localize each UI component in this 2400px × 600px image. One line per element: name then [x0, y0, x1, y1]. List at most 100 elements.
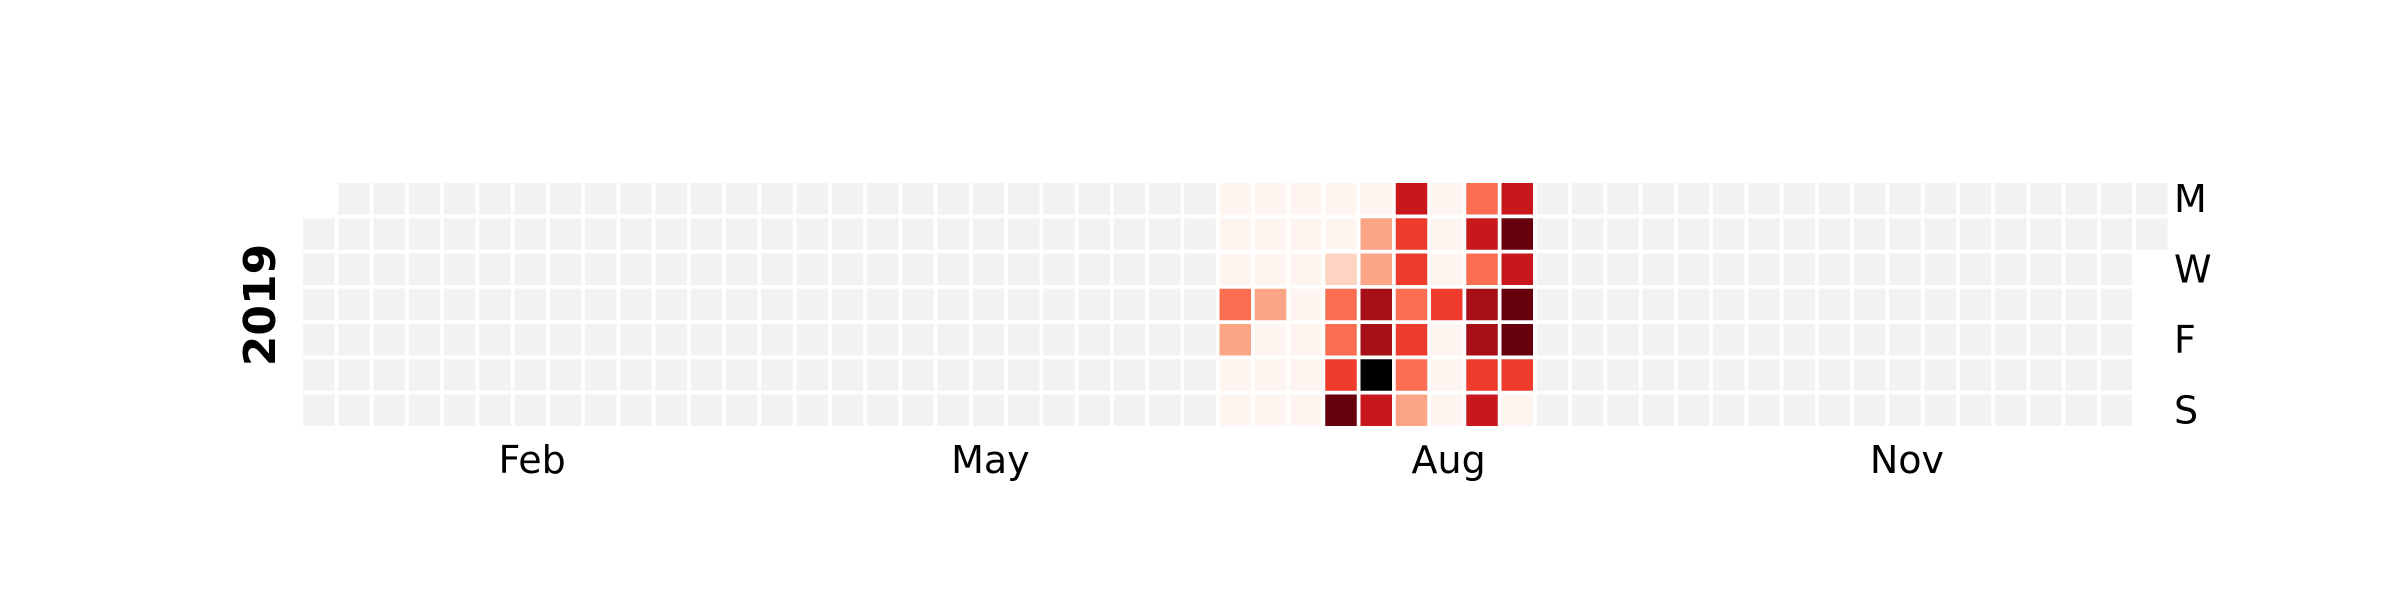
day-cell-2019-12-14: [2030, 359, 2062, 391]
day-cell-2019-07-27: [1325, 359, 1357, 391]
day-cell-2019-10-26: [1783, 359, 1815, 391]
day-cell-2019-12-22: [2065, 394, 2097, 426]
day-cell-2019-03-22: [690, 324, 723, 356]
day-cell-2019-03-28: [726, 288, 758, 321]
day-cell-2019-03-15: [655, 324, 687, 356]
day-cell-2019-12-21: [2065, 359, 2097, 391]
day-cell-2019-04-05: [761, 324, 793, 356]
day-cell-2019-12-02: [1995, 183, 2027, 215]
day-cell-2019-06-14: [1113, 324, 1146, 356]
day-cell-2019-10-13: [1713, 394, 1745, 426]
day-cell-2019-05-07: [937, 218, 969, 250]
day-cell-2019-01-02: [303, 253, 335, 285]
day-cell-2019-07-23: [1325, 218, 1357, 250]
day-cell-2019-02-19: [549, 218, 582, 250]
day-cell-2019-01-22: [408, 218, 441, 250]
day-cell-2019-04-30: [902, 218, 934, 250]
day-cell-2019-08-26: [1501, 183, 1533, 215]
day-cell-2019-11-24: [1924, 394, 1956, 426]
day-cell-2019-12-29: [2100, 394, 2133, 426]
day-cell-2019-09-28: [1642, 359, 1674, 391]
day-cell-2019-07-22: [1325, 183, 1357, 215]
day-cell-2019-12-06: [1995, 324, 2027, 356]
day-cell-2019-06-04: [1078, 218, 1110, 250]
day-cell-2019-04-07: [761, 394, 793, 426]
day-cell-2019-04-04: [761, 288, 793, 321]
day-cell-2019-01-05: [303, 359, 335, 391]
day-cell-2019-09-17: [1607, 218, 1639, 250]
day-cell-2019-02-03: [444, 394, 476, 426]
day-cell-2019-05-08: [937, 253, 969, 285]
day-cell-2019-12-16: [2065, 183, 2097, 215]
day-cell-2019-11-21: [1924, 288, 1956, 321]
day-cell-2019-04-23: [867, 218, 899, 250]
day-cell-2019-02-21: [549, 288, 582, 321]
day-cell-2019-04-21: [831, 394, 864, 426]
day-cell-2019-09-11: [1572, 253, 1604, 285]
day-cell-2019-07-08: [1254, 183, 1287, 215]
day-cell-2019-03-24: [690, 394, 723, 426]
day-cell-2019-09-21: [1607, 359, 1639, 391]
day-cell-2019-04-13: [796, 359, 828, 391]
day-cell-2019-11-23: [1924, 359, 1956, 391]
day-cell-2019-04-18: [831, 288, 864, 321]
day-cell-2019-02-04: [479, 183, 511, 215]
day-cell-2019-06-07: [1078, 324, 1110, 356]
day-cell-2019-08-11: [1395, 394, 1428, 426]
day-cell-2019-01-19: [373, 359, 405, 391]
day-cell-2019-11-18: [1924, 183, 1956, 215]
day-cell-2019-04-29: [902, 183, 934, 215]
day-cell-2019-10-18: [1748, 324, 1780, 356]
day-cell-2019-11-29: [1959, 324, 1992, 356]
day-cell-2019-03-16: [655, 359, 687, 391]
day-cell-2019-12-13: [2030, 324, 2062, 356]
day-cell-2019-08-02: [1360, 324, 1392, 356]
day-cell-2019-05-09: [937, 288, 969, 321]
day-cell-2019-04-11: [796, 288, 828, 321]
day-cell-2019-11-11: [1889, 183, 1921, 215]
day-cell-2019-07-30: [1360, 218, 1392, 250]
day-cell-2019-07-02: [1219, 218, 1251, 250]
day-cell-2019-03-11: [655, 183, 687, 215]
day-cell-2019-02-22: [549, 324, 582, 356]
day-cell-2019-09-30: [1677, 183, 1710, 215]
day-cell-2019-02-28: [585, 288, 617, 321]
day-cell-2019-06-02: [1043, 394, 1075, 426]
day-cell-2019-04-08: [796, 183, 828, 215]
day-cell-2019-04-01: [761, 183, 793, 215]
day-cell-2019-07-19: [1290, 324, 1322, 356]
month-labels: Feb May Aug Nov: [498, 438, 1944, 482]
day-cell-2019-06-12: [1113, 253, 1146, 285]
day-cell-2019-01-21: [408, 183, 441, 215]
day-cell-2019-09-23: [1642, 183, 1674, 215]
day-cell-2019-08-28: [1501, 253, 1533, 285]
day-cell-2019-03-08: [620, 324, 652, 356]
day-cell-2019-08-10: [1395, 359, 1428, 391]
day-label-s-3: S: [2174, 388, 2198, 432]
day-cell-2019-09-04: [1536, 253, 1569, 285]
day-cell-2019-10-03: [1677, 288, 1710, 321]
day-cell-2019-12-24: [2100, 218, 2133, 250]
day-cell-2019-08-15: [1431, 288, 1463, 321]
day-cell-2019-09-24: [1642, 218, 1674, 250]
day-cell-2019-05-06: [937, 183, 969, 215]
day-cell-2019-09-15: [1572, 394, 1604, 426]
day-cell-2019-01-06: [303, 394, 335, 426]
day-cell-2019-06-24: [1184, 183, 1216, 215]
day-cell-2019-05-05: [902, 394, 934, 426]
day-cell-2019-05-12: [937, 394, 969, 426]
day-cell-2019-12-23: [2100, 183, 2133, 215]
day-cell-2019-10-11: [1713, 324, 1745, 356]
day-cell-2019-06-16: [1113, 394, 1146, 426]
day-cell-2019-07-31: [1360, 253, 1392, 285]
day-cell-2019-07-03: [1219, 253, 1251, 285]
day-cell-2019-11-06: [1854, 253, 1886, 285]
day-cell-2019-09-12: [1572, 288, 1604, 321]
day-cell-2019-12-20: [2065, 324, 2097, 356]
day-cell-2019-08-07: [1395, 253, 1428, 285]
day-cell-2019-04-12: [796, 324, 828, 356]
day-cell-2019-03-30: [726, 359, 758, 391]
day-label-f-2: F: [2174, 318, 2196, 362]
day-cell-2019-06-13: [1113, 288, 1146, 321]
